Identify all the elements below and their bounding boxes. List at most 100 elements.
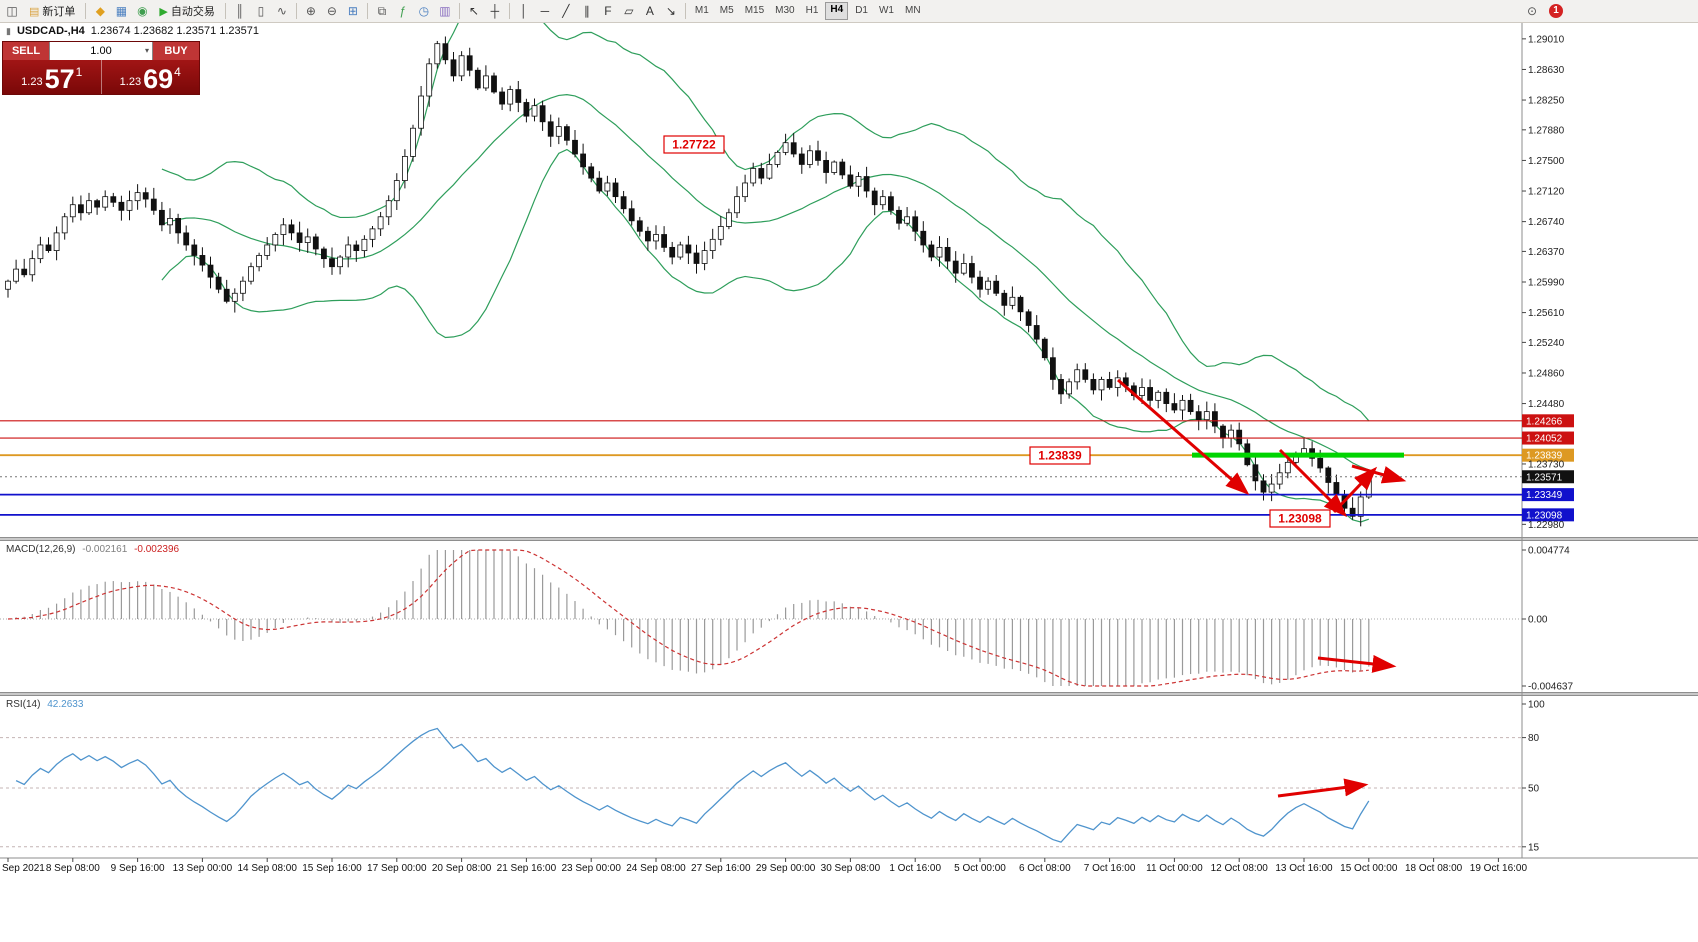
svg-text:11 Oct 00:00: 11 Oct 00:00 <box>1146 863 1203 874</box>
sell-button[interactable]: SELL <box>3 42 49 60</box>
svg-text:1.24266: 1.24266 <box>1526 416 1563 427</box>
shapes-icon[interactable]: ▱ <box>624 4 634 18</box>
svg-text:1.22980: 1.22980 <box>1528 520 1565 531</box>
svg-text:1.26370: 1.26370 <box>1528 247 1565 258</box>
toolbar-divider <box>224 3 226 19</box>
indicators-icon[interactable]: ƒ <box>399 4 407 18</box>
macd-name: MACD(12,26,9) <box>6 544 76 555</box>
templates-icon[interactable]: ▥ <box>439 4 451 18</box>
timeframe-w1[interactable]: W1 <box>878 5 894 16</box>
svg-text:14 Sep 08:00: 14 Sep 08:00 <box>237 863 297 874</box>
trend-arrows[interactable] <box>1117 378 1407 798</box>
horizontal-line-icon[interactable]: ─ <box>540 4 550 18</box>
toolbar-divider <box>684 3 686 19</box>
autotrading-button[interactable]: ▶ 自动交易 <box>153 2 220 20</box>
chart-mini-icon: ▮ <box>6 25 11 36</box>
current-price-label <box>1522 470 1574 484</box>
toolbar-divider <box>508 3 510 19</box>
buy-button[interactable]: BUY <box>153 42 199 60</box>
timeframe-m30[interactable]: M30 <box>775 5 795 16</box>
new-order-button[interactable]: ▤ 新订单 <box>23 2 81 20</box>
timeframe-mn[interactable]: MN <box>904 5 921 16</box>
volume-input[interactable]: 1.00 ▾ <box>49 42 153 60</box>
rsi-value: 42.2633 <box>47 699 84 710</box>
timeframe-m1[interactable]: M1 <box>694 5 709 16</box>
svg-text:1.28250: 1.28250 <box>1528 96 1565 107</box>
timeframe-h1[interactable]: H1 <box>805 5 819 16</box>
svg-text:1.29010: 1.29010 <box>1528 34 1565 45</box>
candlestick-chart-icon[interactable]: ▯ <box>257 4 265 18</box>
new-order-button-icon: ▤ <box>29 5 40 18</box>
volume-spinner-icon[interactable]: ▾ <box>144 46 149 55</box>
svg-text:6 Oct 08:00: 6 Oct 08:00 <box>1019 863 1071 874</box>
trendline-icon[interactable]: ╱ <box>562 4 570 18</box>
zoom-in-icon[interactable]: ⊕ <box>305 4 316 18</box>
svg-text:21 Sep 16:00: 21 Sep 16:00 <box>497 863 557 874</box>
svg-text:1.23839: 1.23839 <box>1038 449 1082 463</box>
autotrading-button-icon: ▶ <box>159 5 168 18</box>
price-lines[interactable]: 1.24266 1.24052 1.23839 1.23349 1.23098 <box>0 414 1574 522</box>
ohlc-quotes: 1.23674 1.23682 1.23571 1.23571 <box>90 25 260 37</box>
data-window-icon[interactable]: ◉ <box>137 4 148 18</box>
rsi-name: RSI(14) <box>6 699 41 710</box>
svg-text:1.25610: 1.25610 <box>1528 308 1565 319</box>
zoom-out-icon[interactable]: ⊖ <box>326 4 337 18</box>
rsi-line <box>15 727 1370 843</box>
crosshair-icon[interactable]: ┼ <box>490 4 500 18</box>
arrows-tool-icon[interactable]: ↘ <box>665 4 676 18</box>
sell-price-small: 1.23 <box>21 76 43 88</box>
macd-main-value: -0.002161 <box>82 544 128 555</box>
period-icon[interactable]: ◷ <box>418 4 430 18</box>
equidistant-channel-icon[interactable]: ∥ <box>583 4 590 18</box>
svg-text:0.00: 0.00 <box>1528 614 1548 625</box>
sell-price[interactable]: 1.23 57 1 <box>3 60 101 94</box>
timeframe-d1[interactable]: D1 <box>855 5 868 16</box>
svg-text:8 Sep 08:00: 8 Sep 08:00 <box>46 863 100 874</box>
svg-text:30 Sep 08:00: 30 Sep 08:00 <box>821 863 881 874</box>
buy-price-pip: 4 <box>174 65 181 79</box>
buy-price[interactable]: 1.23 69 4 <box>100 60 200 94</box>
timeframe-h4[interactable]: H4 <box>825 2 849 20</box>
notification-badge[interactable]: 1 <box>1549 4 1563 18</box>
new-window-icon[interactable]: ⧉ <box>377 4 387 18</box>
line-chart-icon[interactable]: ∿ <box>276 4 287 18</box>
sell-price-big: 57 <box>44 64 75 94</box>
svg-text:1.27722: 1.27722 <box>672 138 716 152</box>
market-watch-icon[interactable]: ▦ <box>115 4 128 18</box>
toolbar-divider <box>458 3 460 19</box>
text-label-icon[interactable]: A <box>645 4 654 18</box>
volume-value: 1.00 <box>90 45 112 57</box>
svg-text:1 Oct 16:00: 1 Oct 16:00 <box>889 863 941 874</box>
timeframe-m5[interactable]: M5 <box>719 5 734 16</box>
timeframe-m15[interactable]: M15 <box>744 5 765 16</box>
svg-text:12 Oct 08:00: 12 Oct 08:00 <box>1211 863 1269 874</box>
svg-text:29 Sep 00:00: 29 Sep 00:00 <box>756 863 816 874</box>
svg-text:1.27880: 1.27880 <box>1528 125 1565 136</box>
svg-text:-0.004637: -0.004637 <box>1528 682 1573 693</box>
cursor-icon[interactable]: ↖ <box>468 4 479 18</box>
svg-text:1.25240: 1.25240 <box>1528 338 1565 349</box>
tile-windows-icon[interactable]: ⊞ <box>347 4 358 18</box>
new-chart-icon[interactable]: ◫ <box>6 4 18 18</box>
buy-price-small: 1.23 <box>119 76 142 88</box>
fibonacci-icon[interactable]: F <box>604 4 612 18</box>
svg-text:23 Sep 00:00: 23 Sep 00:00 <box>561 863 621 874</box>
sell-price-pip: 1 <box>75 65 83 79</box>
svg-text:15: 15 <box>1528 842 1540 853</box>
macd-indicator-label: MACD(12,26,9) -0.002161 -0.002396 <box>6 544 179 555</box>
bar-chart-icon[interactable]: ║ <box>235 4 245 18</box>
svg-text:7 Oct 16:00: 7 Oct 16:00 <box>1084 863 1136 874</box>
search-icon[interactable]: ⊙ <box>1526 4 1538 18</box>
svg-text:19 Oct 16:00: 19 Oct 16:00 <box>1470 863 1528 874</box>
svg-text:100: 100 <box>1528 700 1545 711</box>
svg-text:17 Sep 00:00: 17 Sep 00:00 <box>367 863 427 874</box>
svg-text:20 Sep 08:00: 20 Sep 08:00 <box>432 863 492 874</box>
price-annotations[interactable]: 1.27722 1.23839 1.23098 <box>663 135 1331 528</box>
svg-text:24 Sep 08:00: 24 Sep 08:00 <box>626 863 686 874</box>
metaeditor-icon[interactable]: ◆ <box>95 4 106 18</box>
svg-text:1.23571: 1.23571 <box>1526 472 1563 483</box>
vertical-line-icon[interactable]: │ <box>520 4 528 18</box>
svg-text:1.24480: 1.24480 <box>1528 399 1565 410</box>
toolbar-divider <box>295 3 297 19</box>
